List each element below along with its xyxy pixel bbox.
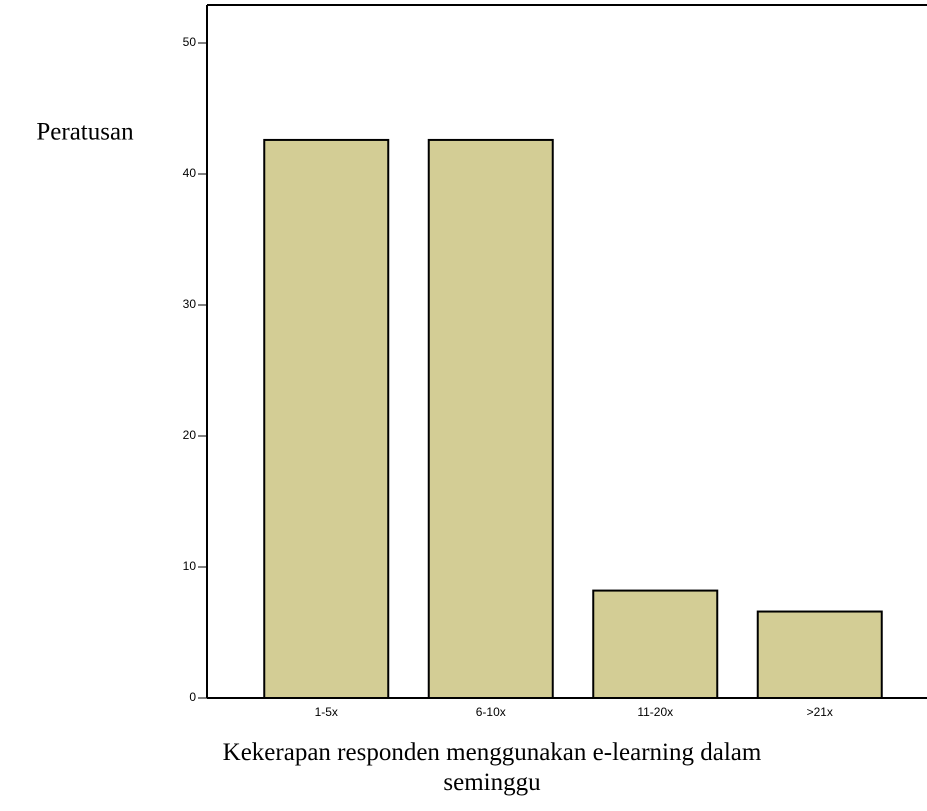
x-axis-title: Kekerapan responden menggunakan e-learni… [222,739,762,796]
y-tick-label: 10 [183,559,197,573]
y-tick-label: 0 [189,690,196,704]
y-tick-label: 40 [183,166,197,180]
x-tick-label: >21x [807,705,833,719]
y-tick-label: 50 [183,35,197,49]
y-tick-label: 30 [183,297,197,311]
bar [592,589,719,699]
y-axis-title: Peratusan [36,119,134,146]
bar [427,138,554,699]
x-tick-label: 6-10x [476,705,506,719]
bar [263,138,390,699]
bar [756,610,883,700]
y-tick-label: 20 [183,428,197,442]
x-tick-label: 1-5x [315,705,338,719]
x-tick-label: 11-20x [637,705,673,719]
